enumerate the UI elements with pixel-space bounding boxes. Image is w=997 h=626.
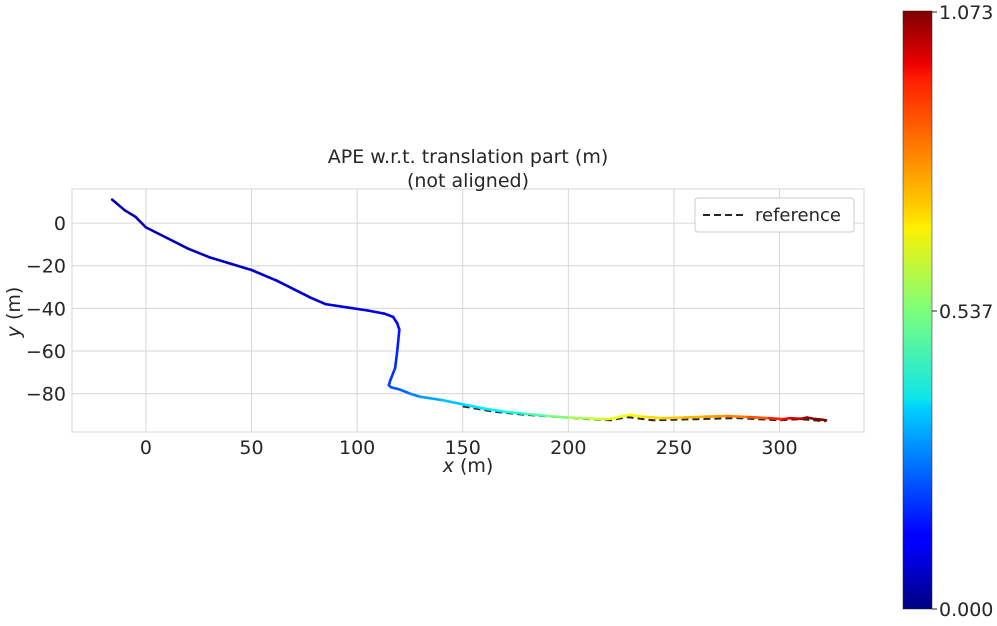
trajectory-segment — [207, 255, 232, 265]
y-tick-label: −40 — [26, 298, 66, 320]
x-axis-label: x (m) — [442, 455, 494, 477]
y-tick-label: −20 — [26, 256, 66, 278]
trajectory-segment — [662, 416, 686, 420]
trajectory-segment — [292, 287, 312, 300]
y-tick-labels: 0 −20 −40 −60 −80 — [26, 213, 66, 406]
colorbar-tick-min: 0.000 — [939, 599, 993, 621]
trajectory-segment — [144, 226, 169, 240]
trajectory-segment — [605, 416, 617, 421]
trajectory-segment — [640, 415, 665, 420]
trajectory-segment — [345, 306, 369, 312]
x-tick-label: 150 — [445, 437, 481, 459]
trajectory-segment — [628, 413, 644, 418]
trajectory-segment — [767, 416, 786, 421]
trajectory-segment — [309, 296, 327, 306]
trajectory-segment — [398, 388, 412, 395]
trajectory-segment — [440, 398, 465, 406]
trajectory-segment — [788, 416, 802, 421]
y-tick-label: −80 — [26, 384, 66, 406]
chart-subtitle: (not aligned) — [407, 170, 529, 192]
trajectory-segment — [704, 414, 729, 418]
y-axis-label: y (m) — [3, 287, 25, 339]
trajectory-segment — [408, 392, 422, 399]
trajectory-segment — [123, 209, 137, 219]
trajectory-segment — [461, 402, 486, 410]
trajectory-segment — [366, 309, 386, 315]
trajectory-segment — [683, 415, 707, 419]
trajectory-segment — [503, 410, 528, 416]
x-tick-label: 250 — [656, 437, 692, 459]
grid — [72, 189, 864, 432]
colorbar-tick-mid: 0.537 — [939, 301, 993, 323]
trajectory-segment — [186, 247, 211, 259]
x-tick-label: 200 — [550, 437, 586, 459]
trajectory-segment — [545, 414, 570, 419]
trajectory-segment — [110, 198, 127, 212]
trajectory-segment — [324, 302, 348, 309]
trajectory-segment — [812, 417, 824, 421]
legend-reference-label: reference — [755, 205, 841, 226]
trajectory-segment — [383, 312, 395, 319]
trajectory-segment — [482, 407, 507, 414]
trajectory-segment — [746, 415, 771, 420]
trajectory-segment — [567, 416, 591, 420]
y-tick-label: 0 — [54, 213, 66, 235]
colorbar: 1.073 0.537 0.000 — [902, 2, 993, 621]
trajectory-segment — [275, 279, 296, 291]
trajectory-segment — [134, 215, 148, 229]
trajectory-segment — [389, 366, 397, 381]
trajectory-segment — [250, 268, 279, 282]
trajectory-segment — [725, 414, 750, 419]
legend: reference — [694, 197, 855, 233]
trajectory-segment — [229, 262, 253, 272]
chart-title: APE w.r.t. translation part (m) — [328, 146, 609, 168]
x-tick-label: 0 — [140, 437, 152, 459]
x-tick-label: 100 — [339, 437, 375, 459]
x-tick-label: 50 — [239, 437, 263, 459]
trajectory-segment — [419, 395, 443, 402]
trajectory-segment — [395, 328, 401, 353]
trajectory-segment — [165, 236, 190, 250]
x-tick-label: 300 — [761, 437, 797, 459]
trajectory-segment — [393, 349, 399, 370]
legend-box — [694, 197, 855, 233]
colorbar-gradient — [902, 10, 933, 610]
trajectory-segment — [588, 417, 608, 421]
colorbar-tick-max: 1.073 — [939, 2, 993, 24]
y-tick-label: −60 — [26, 341, 66, 363]
trajectory-series — [110, 198, 828, 422]
reference-series-line — [462, 405, 827, 423]
trajectory-segment — [389, 385, 401, 391]
x-tick-labels: 0 50 100 150 200 250 300 — [140, 437, 798, 459]
trajectory-segment — [613, 414, 625, 420]
trajectory-segment — [820, 418, 828, 422]
trajectory-segment — [524, 412, 549, 418]
